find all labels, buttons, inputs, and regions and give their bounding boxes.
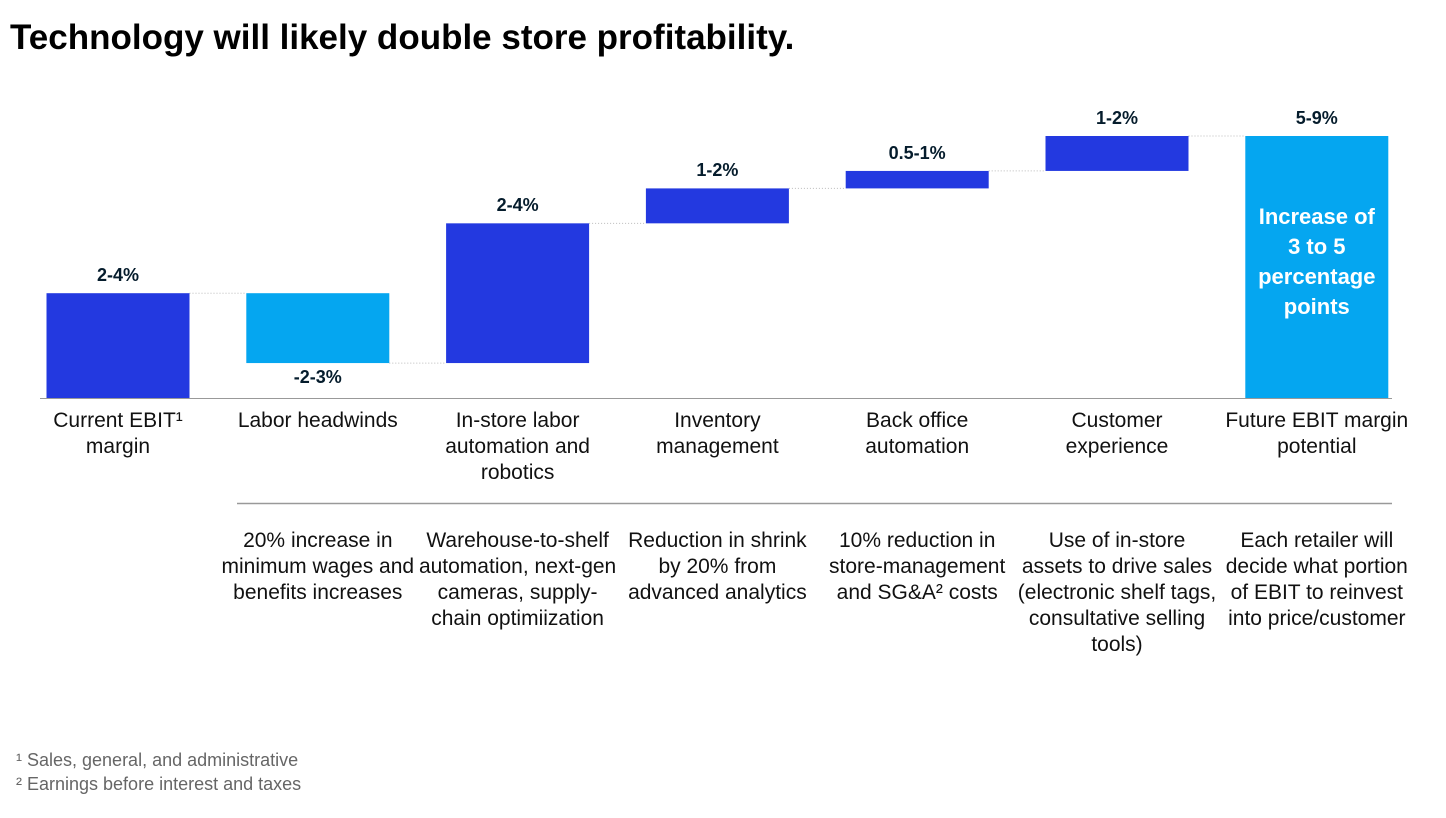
description: 20% increase in minimum wages and benefi…: [221, 529, 415, 604]
description: 10% reduction in store-management and SG…: [829, 529, 1006, 604]
value-label: 1-2%: [1095, 108, 1139, 128]
value-label: 0.5-1%: [888, 142, 946, 163]
category-label: Current EBIT¹ margin: [53, 409, 183, 458]
value-label: 5-9%: [1295, 108, 1338, 128]
total-annotation: Increase of 3 to 5 percentage points: [1258, 204, 1376, 319]
bar: [46, 293, 190, 398]
description: Use of in-store assets to drive sales (e…: [1017, 529, 1217, 656]
bar: [1245, 136, 1389, 398]
value-label: 1-2%: [696, 160, 739, 181]
bar: [246, 293, 390, 364]
category-label: In-store labor automation and robotics: [445, 409, 590, 484]
description: Each retailer will decide what portion o…: [1225, 529, 1408, 630]
description: Warehouse-to-shelf automation, next-gen …: [418, 529, 617, 630]
bar: [645, 188, 789, 224]
category-label: Customer experience: [1065, 409, 1169, 458]
bar: [845, 170, 989, 189]
value-label: 2-4%: [96, 265, 140, 286]
description: Reduction in shrink by 20% from advanced…: [628, 529, 807, 604]
category-label: Back office automation: [865, 409, 970, 458]
bar: [446, 223, 590, 364]
bar: [1045, 136, 1189, 171]
category-label: Labor headwinds: [237, 409, 398, 432]
footnote: ² Earnings before interest and taxes: [16, 774, 302, 794]
chart-title: Technology will likely double store prof…: [10, 18, 795, 57]
value-label: 2-4%: [496, 195, 539, 216]
category-label: Inventory management: [656, 409, 779, 458]
value-label: -2-3%: [293, 367, 342, 388]
category-label: Future EBIT margin potential: [1225, 409, 1409, 458]
footnote: ¹ Sales, general, and administrative: [16, 750, 299, 770]
